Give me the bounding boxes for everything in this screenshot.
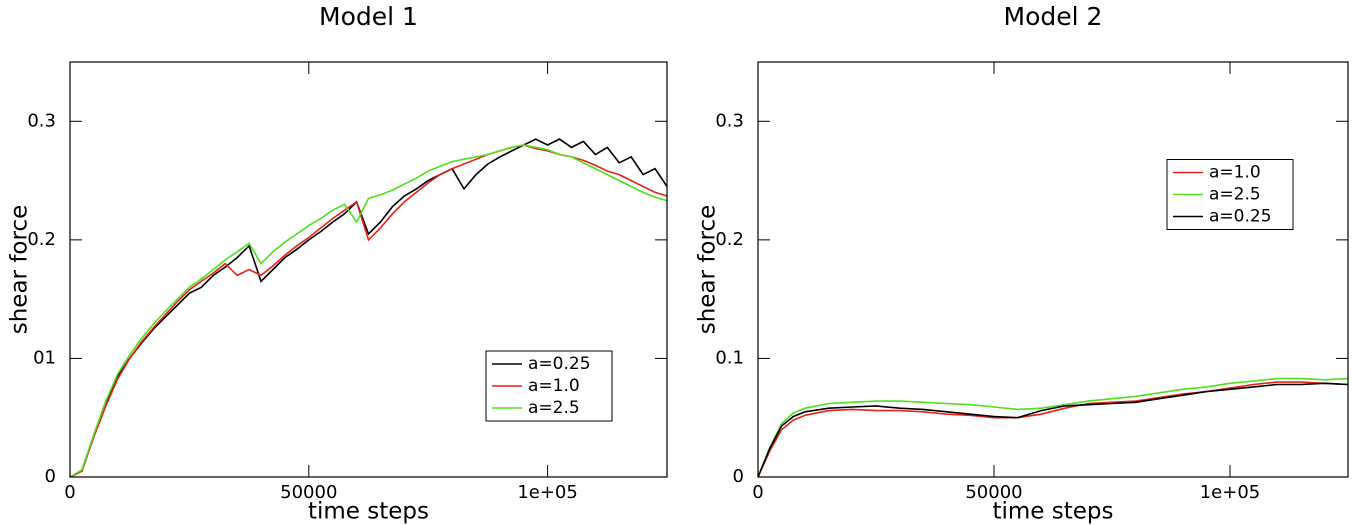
panel: Model 2 time steps shear force 0 0.1 0.2 0.3 0 5…: [695, 2, 1349, 525]
y-tick-label: 0.2: [715, 229, 744, 250]
series-line: [757, 381, 1349, 478]
x-tick-label: 1e+05: [1200, 482, 1261, 503]
y-axis-label: shear force: [695, 205, 721, 335]
y-tick-label: 0.1: [715, 347, 744, 368]
y-tick-label: 0: [45, 466, 56, 487]
y-tick-label: 0.3: [27, 110, 56, 131]
x-axis-label: time steps: [992, 499, 1113, 525]
plot-frame: [757, 61, 1349, 478]
legend-label: a=0.25: [528, 354, 591, 374]
series-line: [69, 138, 668, 478]
legend-label: a=1.0: [1209, 163, 1261, 183]
y-tick-label: 0.3: [715, 110, 744, 131]
panel: Model 1 time steps shear force 0 01 0.2 0.3 0 50…: [7, 2, 668, 525]
x-tick-label: 50000: [965, 482, 1022, 503]
chart-title: Model 1: [319, 2, 418, 31]
series-line: [69, 144, 668, 478]
x-tick-label: 50000: [280, 482, 337, 503]
legend-label: a=2.5: [528, 398, 580, 418]
x-tick-label: 0: [64, 482, 75, 503]
series-line: [757, 377, 1349, 478]
x-tick-label: 0: [752, 482, 763, 503]
y-tick-label: 01: [33, 347, 56, 368]
series-line: [69, 144, 668, 478]
y-tick-label: 0.2: [27, 229, 56, 250]
series-line: [757, 382, 1349, 478]
y-tick-label: 0: [733, 466, 744, 487]
plot-frame: [69, 61, 668, 478]
x-tick-label: 1e+05: [517, 482, 578, 503]
legend-label: a=1.0: [528, 376, 580, 396]
legend-label: a=0.25: [1209, 207, 1272, 227]
y-axis-label: shear force: [7, 205, 33, 335]
chart-title: Model 2: [1004, 2, 1103, 31]
x-axis-label: time steps: [308, 499, 429, 525]
legend-label: a=2.5: [1209, 185, 1261, 205]
